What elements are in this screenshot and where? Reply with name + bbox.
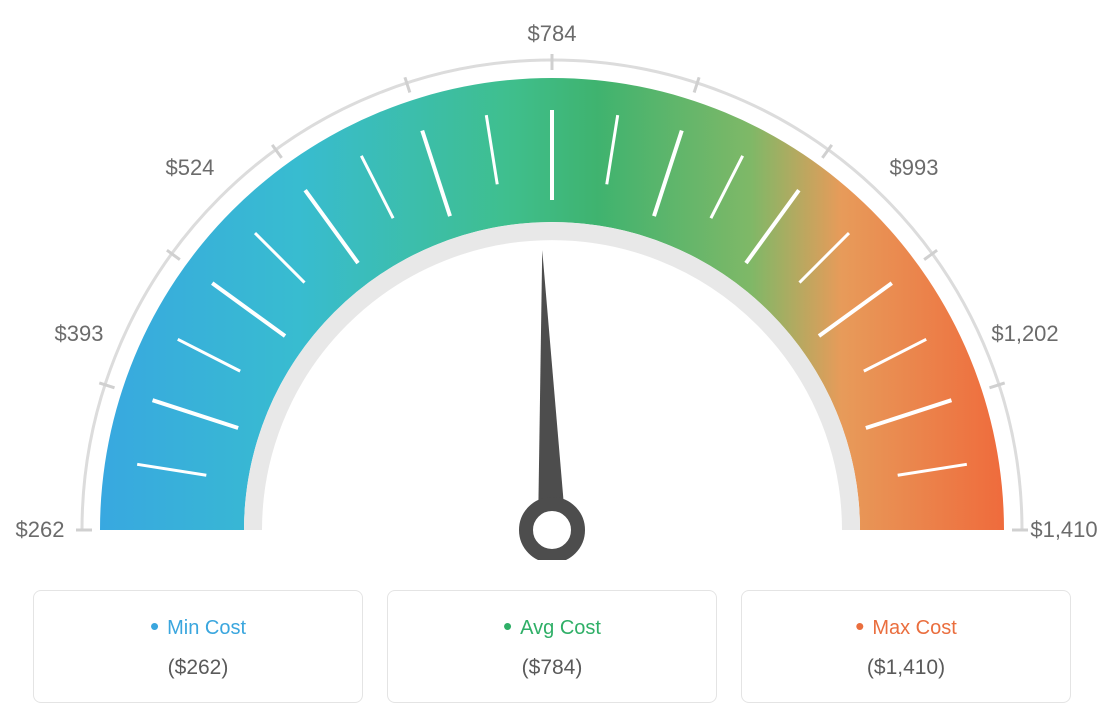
gauge-scale-label: $784 <box>528 21 577 47</box>
legend-title: Avg Cost <box>398 611 706 642</box>
cost-gauge: $262$393$524$784$993$1,202$1,410 <box>22 20 1082 560</box>
legend-row: Min Cost ($262) Avg Cost ($784) Max Cost ($1,… <box>20 590 1084 703</box>
legend-card-avg: Avg Cost ($784) <box>387 590 717 703</box>
legend-card-max: Max Cost ($1,410) <box>741 590 1071 703</box>
gauge-scale-label: $1,410 <box>1030 517 1097 543</box>
gauge-scale-label: $262 <box>16 517 65 543</box>
gauge-scale-label: $1,202 <box>991 321 1058 347</box>
legend-value: ($784) <box>398 656 706 680</box>
gauge-scale-label: $993 <box>890 155 939 181</box>
legend-value: ($262) <box>44 656 352 680</box>
gauge-svg <box>22 20 1082 560</box>
legend-card-min: Min Cost ($262) <box>33 590 363 703</box>
legend-title: Max Cost <box>752 611 1060 642</box>
legend-value: ($1,410) <box>752 656 1060 680</box>
gauge-scale-label: $393 <box>54 321 103 347</box>
gauge-needle <box>538 250 566 530</box>
legend-title: Min Cost <box>44 611 352 642</box>
gauge-pivot <box>526 504 578 556</box>
gauge-scale-label: $524 <box>165 155 214 181</box>
